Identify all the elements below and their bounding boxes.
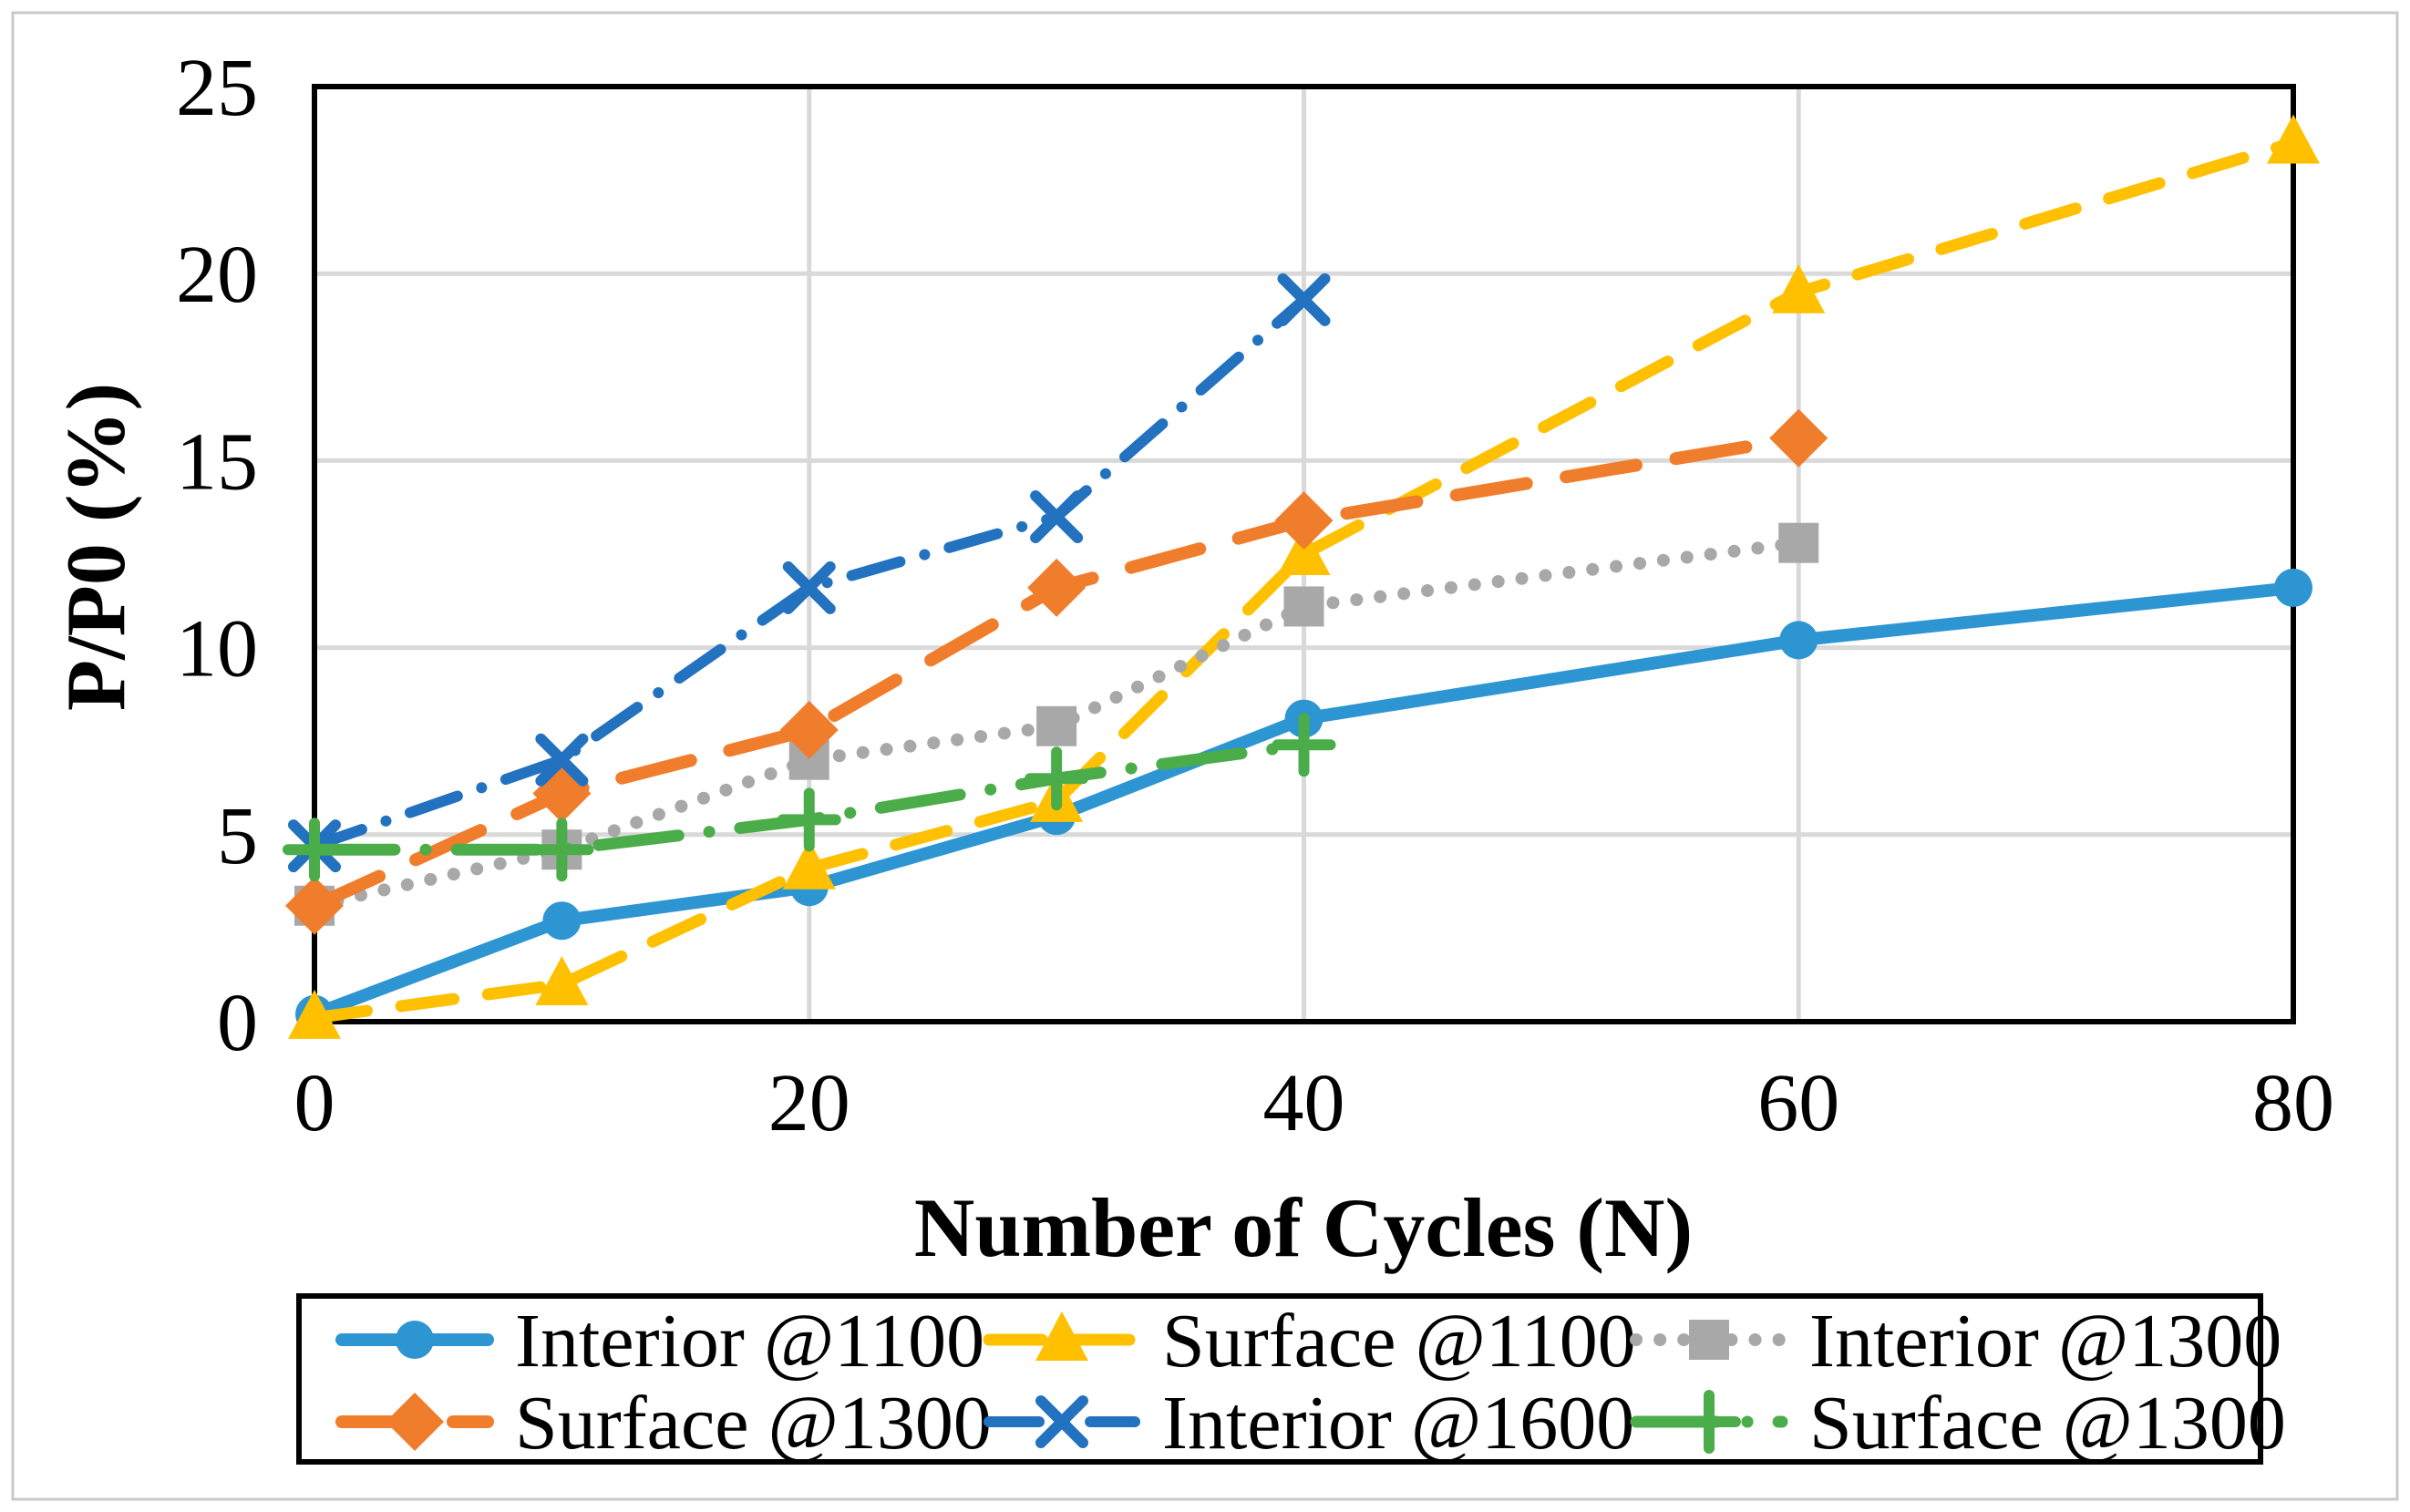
marker-square: [1689, 1320, 1729, 1360]
legend-item-label: Interior @1600: [1162, 1381, 1634, 1466]
legend-item-label: Interior @1100: [515, 1299, 984, 1383]
legend-item-label: Surface @1100: [1162, 1299, 1636, 1383]
legend-item-label: Surface @1300: [515, 1381, 992, 1466]
x-axis-title: Number of Cycles (N): [914, 1181, 1693, 1274]
figure-border: [11, 11, 2399, 1501]
marker-plus: [1677, 1390, 1741, 1454]
marker-x: [1030, 489, 1084, 543]
marker-circle: [542, 901, 582, 941]
y-axis-tick-label: 5: [217, 791, 258, 881]
marker-plus: [1025, 746, 1089, 811]
marker-triangle: [782, 839, 836, 890]
marker-diamond: [1769, 408, 1828, 468]
marker-x: [1035, 1395, 1088, 1448]
legend-item: Surface @1300: [335, 1381, 992, 1466]
series-line-2: [308, 536, 1806, 912]
x-axis-tick-label: 20: [768, 1058, 850, 1148]
marker-circle: [1779, 621, 1818, 660]
marker-plus: [530, 818, 594, 882]
marker-triangle: [1277, 526, 1331, 575]
marker-triangle: [1772, 263, 1826, 314]
marker-diamond: [386, 1393, 444, 1451]
marker-square: [1778, 522, 1819, 563]
legend-item: Surface @1100: [983, 1299, 1636, 1383]
y-axis-tick-label: 20: [176, 230, 258, 320]
series-line-3: [308, 431, 1806, 912]
legend-item: Interior @1300: [1630, 1299, 2281, 1383]
y-axis-tick-label: 15: [176, 417, 258, 507]
marker-diamond: [285, 876, 344, 935]
plot-frame: [312, 84, 2296, 1024]
x-axis-tick-label: 0: [294, 1058, 335, 1148]
x-axis-tick-label: 40: [1263, 1058, 1345, 1148]
marker-diamond: [1027, 558, 1087, 617]
x-axis-tick-label: 60: [1757, 1058, 1839, 1148]
marker-diamond: [779, 700, 839, 759]
legend-item: Surface @1300: [1630, 1381, 2286, 1466]
marker-plus: [1272, 713, 1336, 777]
x-axis-tick-label: 80: [2252, 1058, 2334, 1148]
y-axis-tick-label: 0: [217, 978, 258, 1068]
legend-item: Interior @1100: [335, 1299, 984, 1383]
marker-triangle: [1035, 1311, 1088, 1361]
marker-plus: [283, 818, 346, 882]
marker-circle: [396, 1321, 434, 1359]
y-axis-tick-label: 25: [176, 43, 258, 133]
series-line-4: [309, 293, 1310, 852]
marker-x: [782, 561, 836, 614]
marker-diamond: [1274, 491, 1334, 550]
marker-plus: [777, 787, 841, 852]
marker-triangle: [535, 955, 589, 1005]
marker-triangle: [2267, 114, 2320, 164]
y-axis-title: P/P0 (%): [49, 383, 142, 711]
marker-x: [535, 733, 589, 787]
y-axis-tick-label: 10: [176, 604, 258, 694]
marker-x: [1277, 273, 1331, 326]
marker-square: [1036, 705, 1077, 746]
marker-triangle: [288, 989, 341, 1039]
legend-box: [296, 1293, 2263, 1465]
legend-item: Interior @1600: [984, 1381, 1634, 1466]
marker-square: [1283, 586, 1324, 627]
legend-item-label: Surface @1300: [1809, 1381, 2286, 1466]
marker-circle: [2274, 568, 2312, 607]
legend-item-label: Interior @1300: [1809, 1299, 2281, 1383]
